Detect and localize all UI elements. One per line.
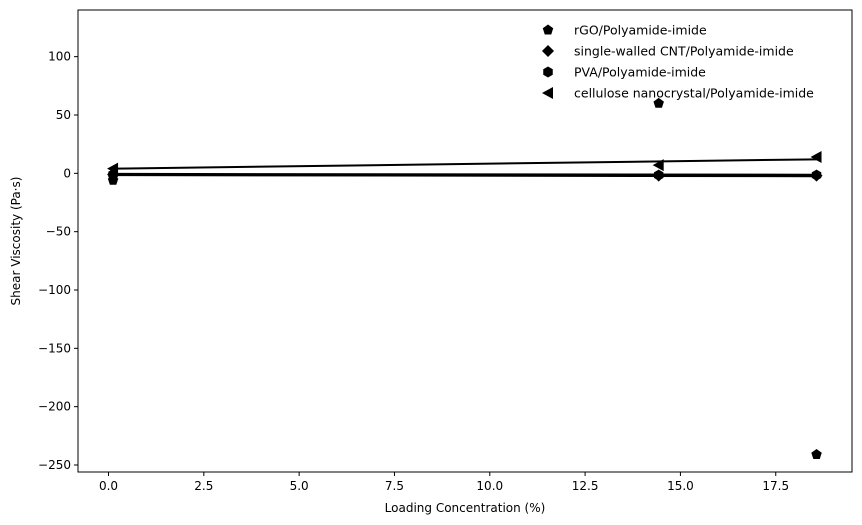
- legend-marker-3: [542, 87, 553, 99]
- y-tick-label: −100: [38, 283, 71, 297]
- y-tick-label: 0: [63, 166, 71, 180]
- x-tick-label: 0.0: [99, 479, 118, 493]
- data-point-series-2: [653, 169, 664, 181]
- data-point-series-3: [107, 162, 119, 175]
- legend-label: single-walled CNT/Polyamide-imide: [574, 44, 794, 59]
- x-tick-label: 10.0: [476, 479, 503, 493]
- legend-marker-2: [543, 66, 553, 78]
- x-tick-label: 12.5: [572, 479, 599, 493]
- y-tick-label: 50: [56, 108, 71, 122]
- legend-marker-1: [542, 45, 554, 57]
- y-tick-label: −200: [38, 400, 71, 414]
- y-axis: 100 50 0 −50 −100 −150 −200 −250: [38, 50, 78, 472]
- data-point-series-0: [811, 449, 822, 459]
- legend-label: rGO/Polyamide-imide: [574, 23, 707, 38]
- data-point-series-3: [652, 159, 664, 172]
- y-axis-label: Shear Viscosity (Pa·s): [9, 177, 23, 306]
- y-tick-label: −50: [46, 225, 71, 239]
- legend: rGO/Polyamide-imide single-walled CNT/Pol…: [542, 23, 814, 101]
- legend-label: cellulose nanocrystal/Polyamide-imide: [574, 86, 814, 101]
- x-axis: 0.0 2.5 5.0 7.5 10.0 12.5 15.0 17.5: [99, 472, 789, 493]
- x-axis-label: Loading Concentration (%): [385, 501, 546, 515]
- legend-label: PVA/Polyamide-imide: [574, 65, 706, 80]
- y-tick-label: −250: [38, 458, 71, 472]
- plot-frame: [77, 9, 853, 473]
- x-tick-label: 15.0: [667, 479, 694, 493]
- x-tick-label: 17.5: [762, 479, 789, 493]
- fit-lines: [113, 158, 817, 178]
- y-tick-label: −150: [38, 341, 71, 355]
- fit-line-series-2: [113, 172, 817, 176]
- x-tick-label: 7.5: [385, 479, 404, 493]
- y-tick-label: 100: [48, 50, 71, 64]
- data-point-series-2: [811, 169, 822, 181]
- data-point-series-3: [810, 151, 822, 163]
- data-points: [107, 97, 823, 459]
- data-point-series-0: [653, 97, 664, 108]
- x-tick-label: 5.0: [290, 479, 309, 493]
- legend-marker-0: [542, 24, 554, 35]
- fit-line-series-3: [113, 158, 817, 170]
- x-tick-label: 2.5: [194, 479, 213, 493]
